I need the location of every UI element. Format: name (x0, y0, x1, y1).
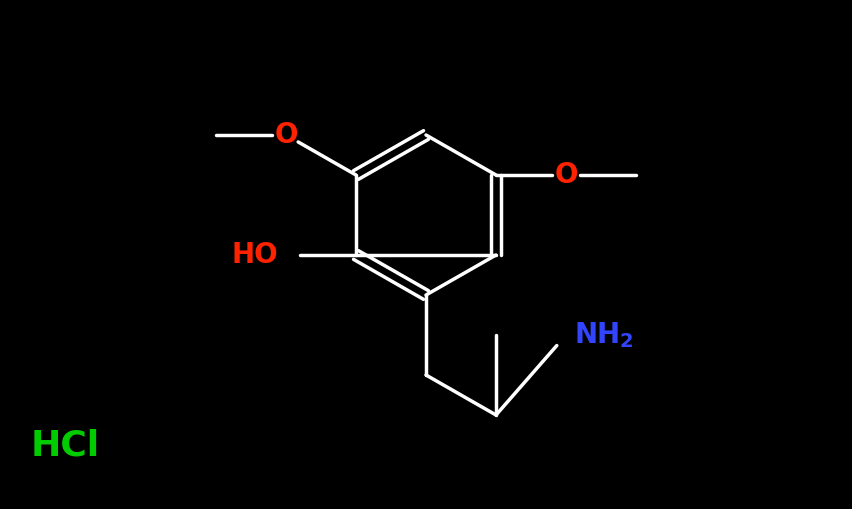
Text: HCl: HCl (31, 428, 100, 462)
Text: O: O (274, 121, 297, 149)
Text: HO: HO (232, 241, 278, 269)
Text: NH$_{\mathregular{2}}$: NH$_{\mathregular{2}}$ (574, 320, 634, 350)
Text: O: O (555, 161, 578, 189)
